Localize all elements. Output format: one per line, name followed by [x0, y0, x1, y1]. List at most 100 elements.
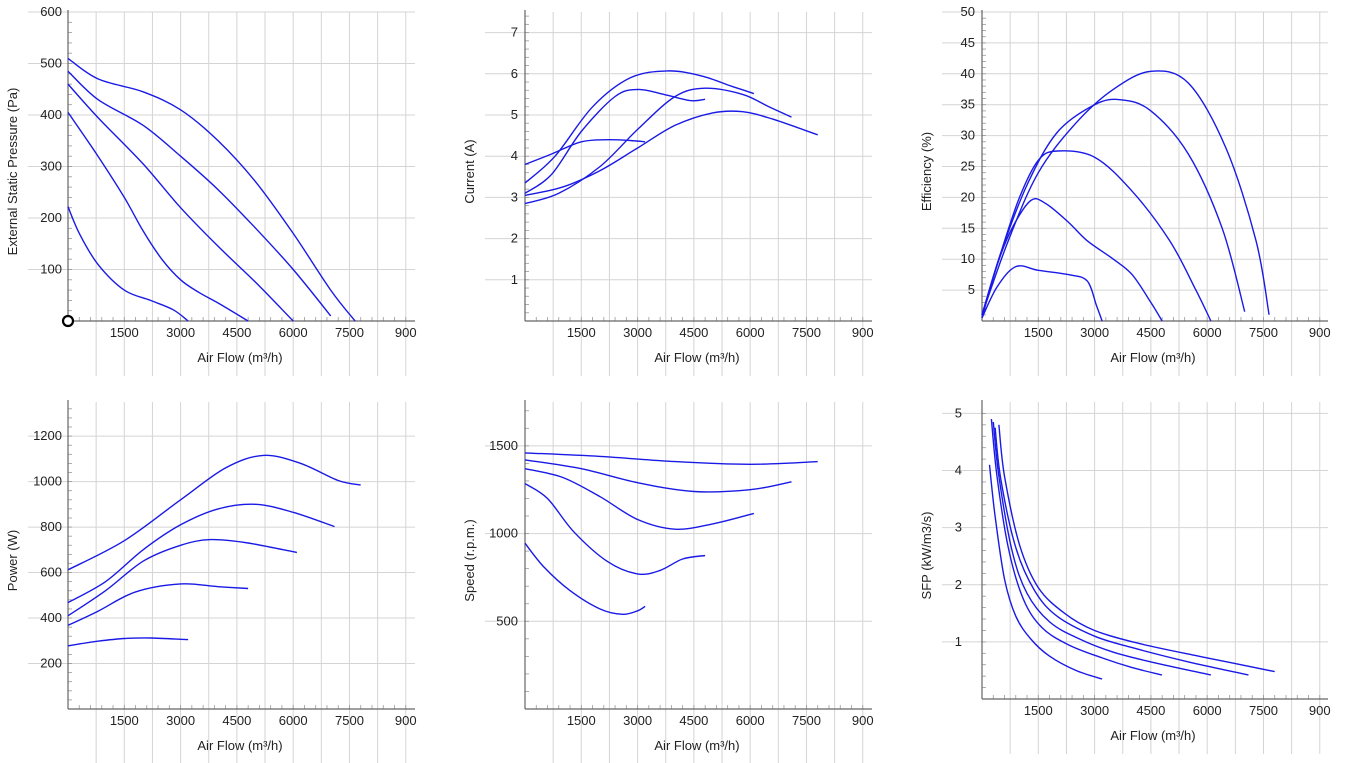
- series-curve-4: [524, 87, 792, 205]
- y-tick-label: 50: [961, 4, 975, 19]
- chart-sfp: 1500 3000 4500 6000 7500 900 1 2 3 4 5 Air Flow (m³…: [919, 400, 1331, 754]
- x-tick-label: 6000: [279, 325, 308, 340]
- series-curve-3: [67, 538, 298, 617]
- y-tick-label: 4: [955, 463, 962, 478]
- y-tick-label: 1000: [33, 474, 62, 489]
- operating-point-marker: [61, 314, 75, 328]
- x-tick-label: 900: [852, 325, 874, 340]
- series-curve-5: [67, 206, 189, 322]
- y-tick-label: 1: [511, 272, 518, 287]
- y-tick-label: 200: [40, 210, 62, 225]
- series-curve-2: [67, 70, 332, 317]
- chart-pressure: 1500 3000 4500 6000 7500 900 100 200 300 400 500 60…: [5, 4, 417, 376]
- x-tick-label: 7500: [335, 713, 364, 728]
- series-curve-3: [981, 150, 1212, 322]
- x-tick-label: 900: [395, 325, 417, 340]
- series-curve-1: [988, 464, 1103, 680]
- y-tick-label: 5: [955, 405, 962, 420]
- y-tick-label: 1200: [33, 428, 62, 443]
- y-axis-title: External Static Pressure (Pa): [5, 88, 20, 256]
- x-tick-label: 7500: [335, 325, 364, 340]
- y-tick-label: 300: [40, 159, 62, 174]
- x-tick-label: 3000: [166, 713, 195, 728]
- y-axis-title: Speed (r.p.m.): [462, 519, 477, 601]
- x-tick-label: 1500: [567, 325, 596, 340]
- y-axis-title: Power (W): [5, 530, 20, 591]
- series-curve-3: [67, 83, 294, 322]
- y-tick-label: 20: [961, 189, 975, 204]
- y-tick-label: 1000: [489, 526, 518, 541]
- y-tick-label: 3: [511, 189, 518, 204]
- y-tick-label: 15: [961, 220, 975, 235]
- series-curve-1: [524, 138, 646, 166]
- series-curve-2: [67, 583, 249, 626]
- chart-power: 1500 3000 4500 6000 7500 900 200 400 600 800 1000 1…: [5, 400, 417, 763]
- x-tick-label: 6000: [736, 325, 765, 340]
- chart-speed: 1500 3000 4500 6000 7500 900 500 1000 1500 Air Fl…: [462, 400, 874, 763]
- x-tick-label: 3000: [623, 713, 652, 728]
- y-tick-label: 35: [961, 97, 975, 112]
- x-tick-label: 900: [852, 713, 874, 728]
- series-curve-1: [67, 637, 189, 647]
- y-tick-label: 3: [955, 520, 962, 535]
- x-tick-label: 1500: [110, 325, 139, 340]
- y-tick-label: 100: [40, 262, 62, 277]
- y-tick-label: 200: [40, 656, 62, 671]
- y-tick-label: 40: [961, 66, 975, 81]
- y-tick-label: 500: [496, 613, 518, 628]
- x-tick-label: 3000: [166, 325, 195, 340]
- x-tick-label: 6000: [279, 713, 308, 728]
- x-tick-label: 4500: [679, 713, 708, 728]
- y-tick-label: 600: [40, 565, 62, 580]
- y-tick-label: 1: [955, 634, 962, 649]
- y-tick-label: 400: [40, 610, 62, 625]
- y-tick-label: 6: [511, 66, 518, 81]
- series-curve-2: [524, 483, 706, 576]
- series-curve-1: [981, 265, 1103, 322]
- x-tick-label: 4500: [222, 325, 251, 340]
- y-tick-label: 400: [40, 107, 62, 122]
- y-tick-label: 4: [511, 148, 518, 163]
- x-tick-label: 7500: [792, 325, 821, 340]
- series-curve-3: [524, 70, 755, 184]
- x-axis-title: Air Flow (m³/h): [1110, 350, 1195, 365]
- x-axis-title: Air Flow (m³/h): [1110, 728, 1195, 743]
- x-tick-label: 6000: [1193, 325, 1222, 340]
- y-axis-title: Current (A): [462, 139, 477, 203]
- x-tick-label: 1500: [1024, 325, 1053, 340]
- x-tick-label: 7500: [1249, 703, 1278, 718]
- series-curve-2: [524, 88, 706, 194]
- y-tick-label: 30: [961, 128, 975, 143]
- x-tick-label: 4500: [1136, 325, 1165, 340]
- x-tick-label: 900: [395, 713, 417, 728]
- y-tick-label: 2: [955, 577, 962, 592]
- series-curve-5: [67, 454, 361, 571]
- series-curve-4: [67, 503, 335, 604]
- x-tick-label: 3000: [623, 325, 652, 340]
- series-curve-1: [67, 57, 356, 322]
- x-axis-title: Air Flow (m³/h): [197, 738, 282, 753]
- y-tick-label: 25: [961, 159, 975, 174]
- series-curve-5: [998, 424, 1275, 673]
- x-tick-label: 900: [1309, 703, 1331, 718]
- y-tick-label: 2: [511, 231, 518, 246]
- y-tick-label: 500: [40, 56, 62, 71]
- x-tick-label: 3000: [1080, 703, 1109, 718]
- x-tick-label: 6000: [736, 713, 765, 728]
- series-curve-3: [992, 421, 1212, 676]
- series-curve-4: [67, 112, 249, 322]
- series-curve-1: [524, 542, 646, 616]
- y-tick-label: 5: [511, 107, 518, 122]
- series-curve-2: [990, 419, 1163, 676]
- series-curve-5: [981, 70, 1270, 316]
- x-axis-title: Air Flow (m³/h): [654, 738, 739, 753]
- x-axis-title: Air Flow (m³/h): [197, 350, 282, 365]
- series-curve-5: [524, 110, 818, 196]
- x-tick-label: 4500: [222, 713, 251, 728]
- x-tick-label: 1500: [110, 713, 139, 728]
- series-curve-4: [994, 427, 1249, 676]
- x-tick-label: 1500: [567, 713, 596, 728]
- y-tick-label: 7: [511, 25, 518, 40]
- y-tick-label: 1500: [489, 438, 518, 453]
